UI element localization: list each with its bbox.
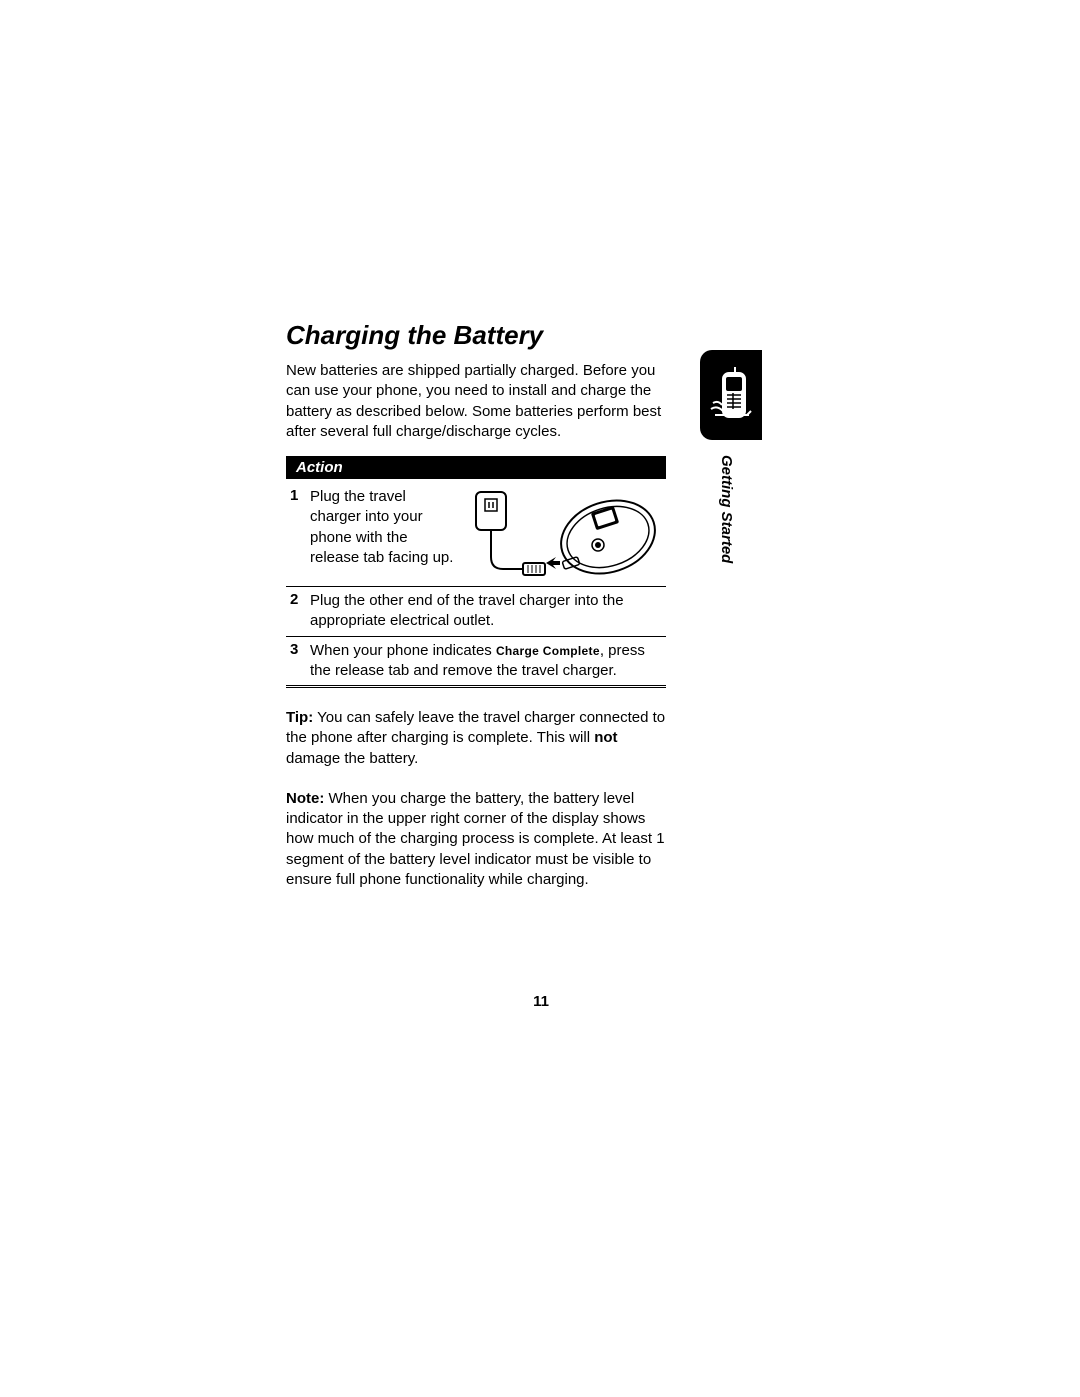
note-text: When you charge the battery, the battery… [286,790,665,888]
note-paragraph: Note: When you charge the battery, the b… [286,789,666,890]
step-number: 2 [286,591,310,632]
charge-complete-code: Charge Complete [496,644,600,658]
step-text: When your phone indicates Charge Complet… [310,641,666,682]
step-row: 2 Plug the other end of the travel charg… [286,587,666,637]
phone-icon [709,365,754,425]
step-number: 3 [286,641,310,682]
steps-table: 1 Plug the travel charger into your phon… [286,483,666,688]
tip-text-2: damage the battery. [286,750,418,767]
page-title: Charging the Battery [286,320,796,351]
step-text: Plug the other end of the travel charger… [310,591,666,632]
step-row: 3 When your phone indicates Charge Compl… [286,637,666,689]
note-label: Note: [286,790,324,807]
step-text: Plug the travel charger into your phone … [310,487,460,582]
tip-paragraph: Tip: You can safely leave the travel cha… [286,708,666,769]
tip-bold: not [594,729,617,746]
tip-label: Tip: [286,709,313,726]
step-number: 1 [286,487,310,582]
page-number: 11 [533,993,549,1010]
section-label: Getting Started [718,455,735,563]
step-row: 1 Plug the travel charger into your phon… [286,483,666,587]
step-prefix: When your phone indicates [310,642,496,659]
charger-illustration [468,487,658,582]
intro-paragraph: New batteries are shipped partially char… [286,361,676,442]
section-tab [700,350,762,440]
action-header: Action [286,456,666,479]
